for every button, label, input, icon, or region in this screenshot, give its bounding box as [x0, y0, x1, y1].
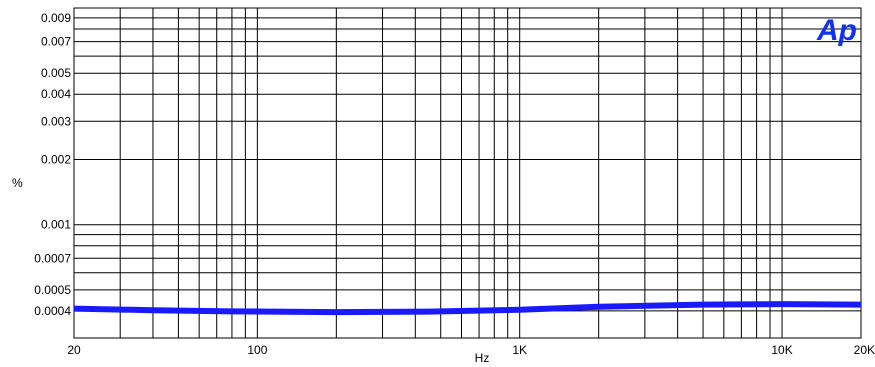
x-gridlines	[119, 8, 783, 338]
y-tick-label: 0.0004	[34, 304, 71, 318]
y-tick-label: 0.003	[41, 114, 71, 128]
x-tick-labels: 20 100 1K 10K 20K	[67, 343, 875, 357]
x-axis-label: Hz	[475, 351, 490, 365]
y-tick-label: 0.004	[41, 87, 71, 101]
x-tick-label: 20K	[854, 343, 875, 357]
y-tick-labels: 0.0004 0.0005 0.0007 0.001 0.002 0.003 0.004 0.…	[34, 11, 71, 318]
y-tick-label: 0.0005	[34, 283, 71, 297]
ap-logo: Ap	[816, 14, 857, 47]
x-tick-label: 20	[67, 343, 81, 357]
y-tick-label: 0.0007	[34, 251, 71, 265]
x-tick-label: 100	[247, 343, 267, 357]
y-tick-label: 0.005	[41, 66, 71, 80]
series-line	[73, 301, 862, 316]
series-layer	[73, 301, 862, 316]
x-tick-label: 10K	[771, 343, 792, 357]
y-tick-label: 0.001	[41, 218, 71, 232]
y-axis-label: %	[12, 176, 23, 190]
y-tick-label: 0.007	[41, 35, 71, 49]
x-tick-label: 1K	[512, 343, 527, 357]
y-tick-label: 0.002	[41, 152, 71, 166]
ap-logo-text: Ap	[816, 14, 857, 47]
y-tick-label: 0.009	[41, 11, 71, 25]
plot-frame	[73, 7, 862, 339]
